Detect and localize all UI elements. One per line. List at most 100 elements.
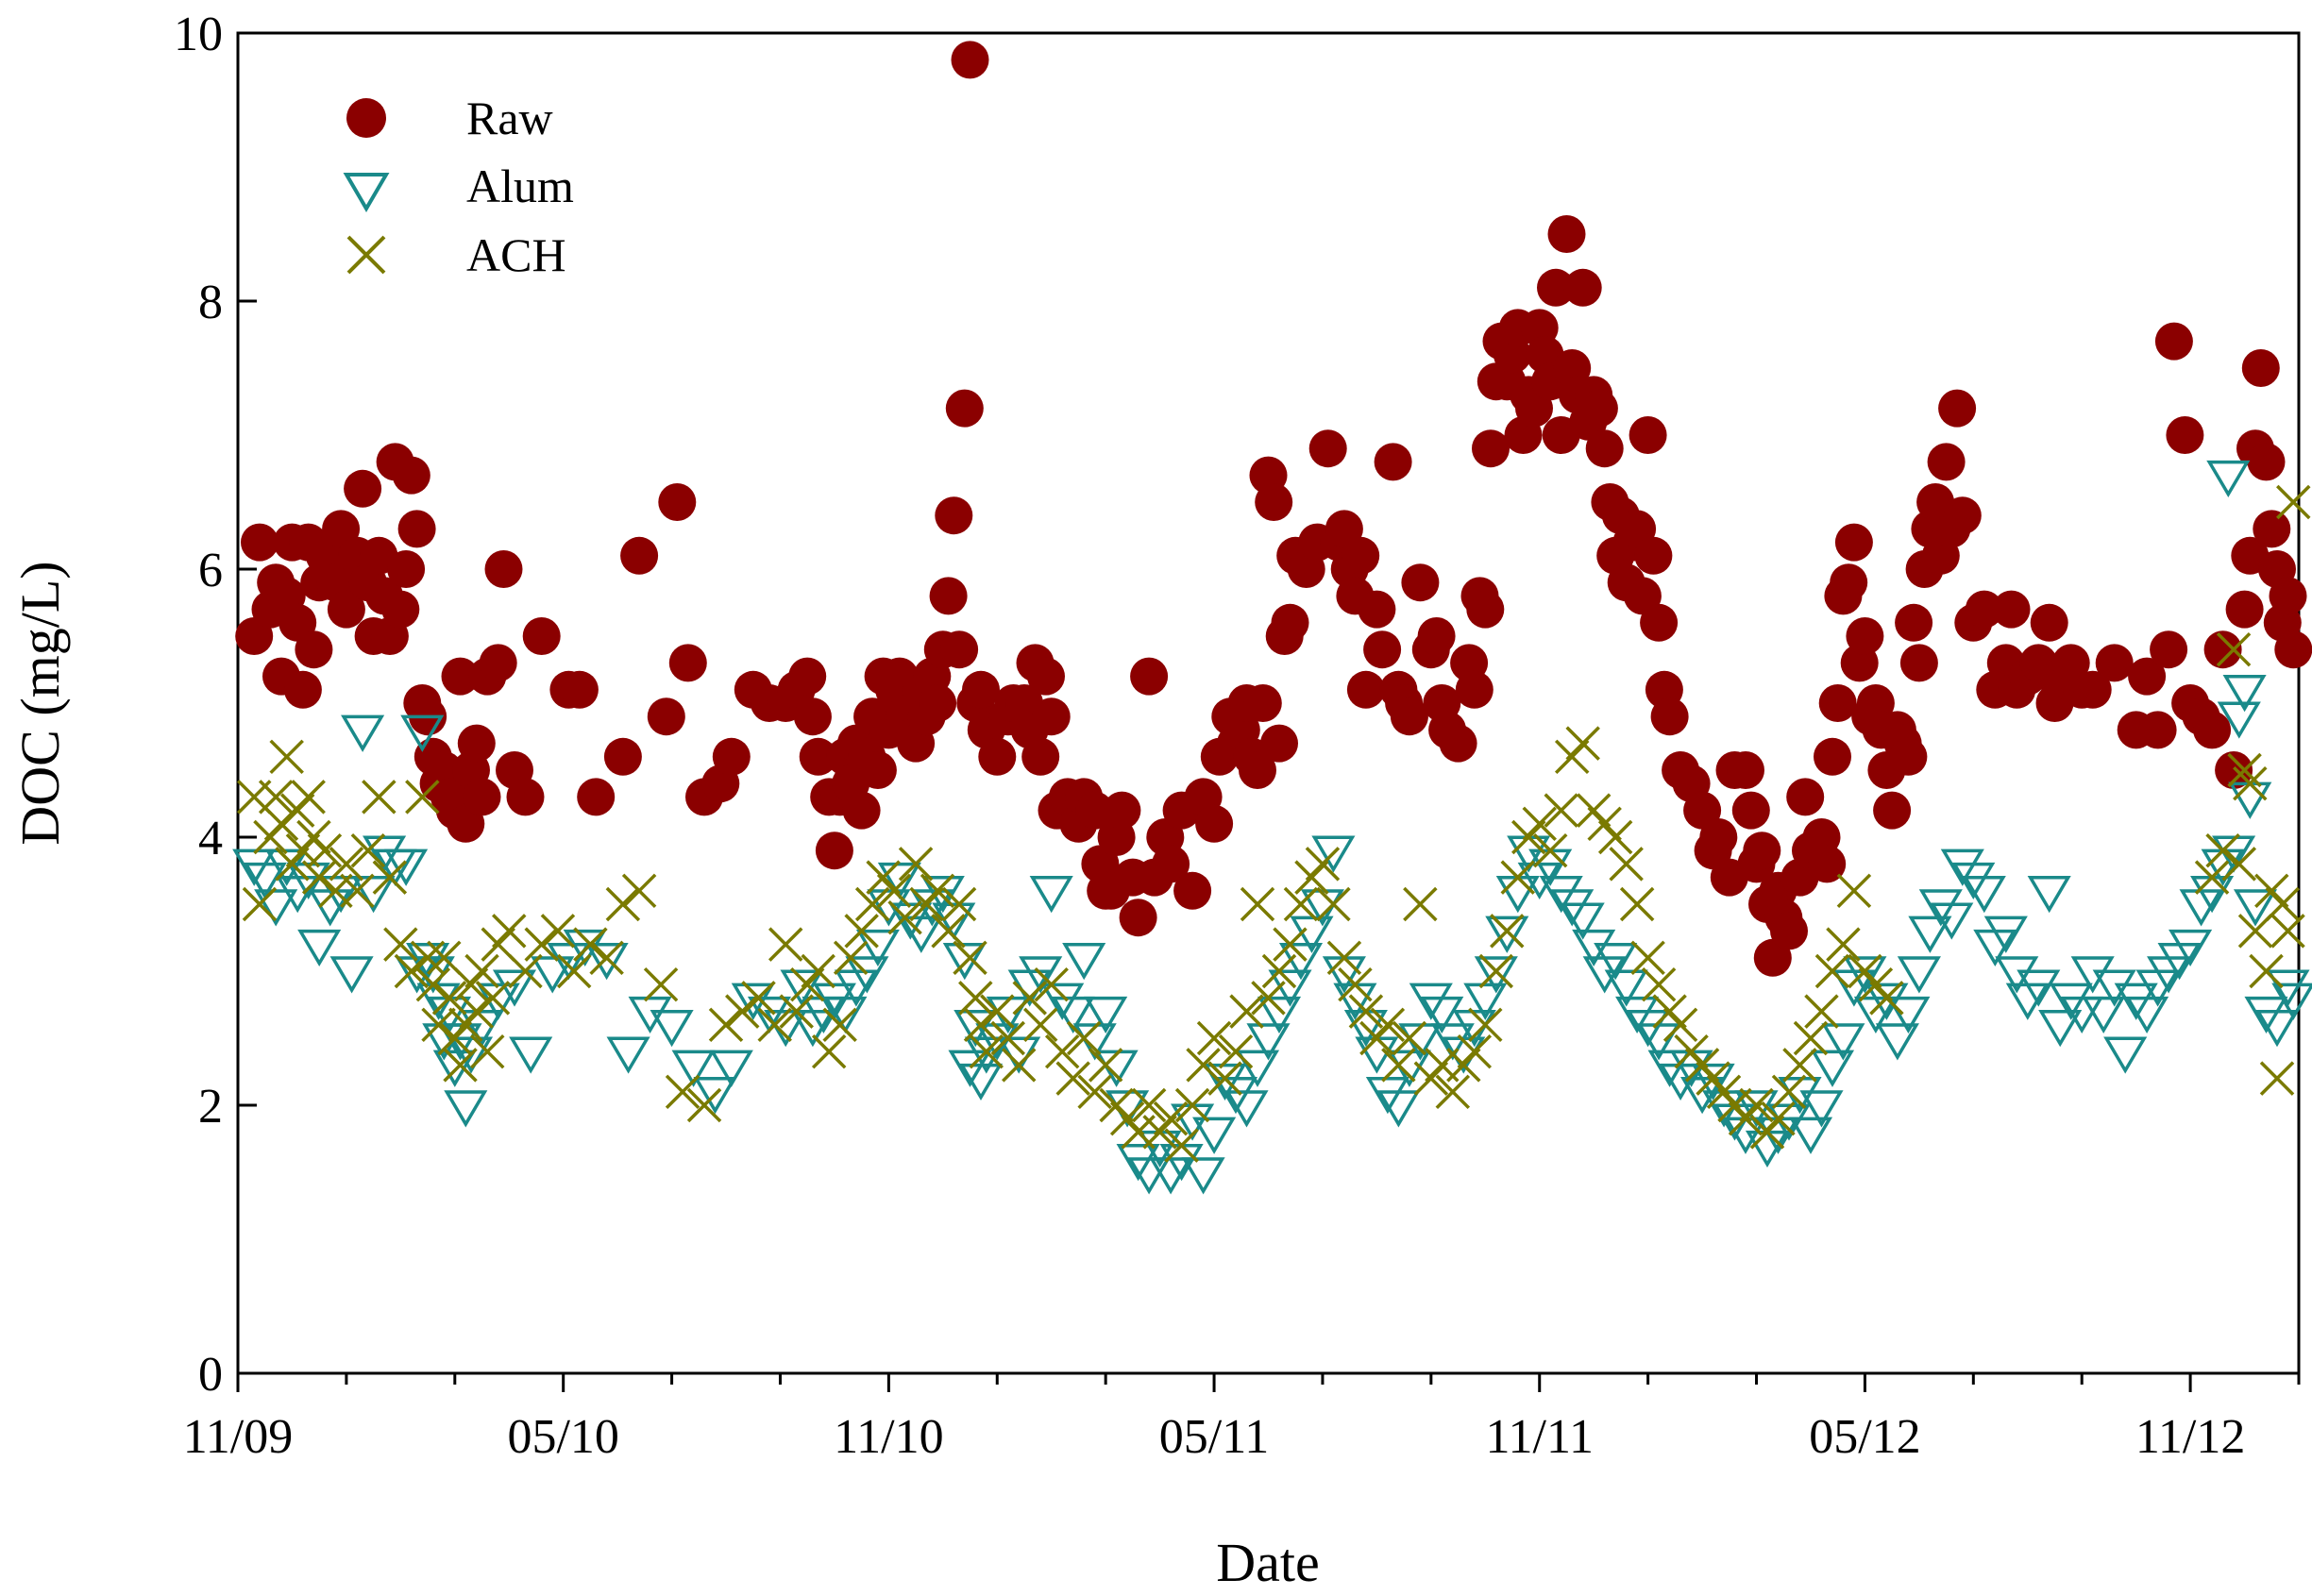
ach-point <box>1338 966 1373 1002</box>
alum-point <box>2217 701 2261 739</box>
ach-point <box>1609 847 1644 882</box>
ach-point <box>876 873 912 909</box>
ach-point <box>556 953 592 989</box>
raw-point <box>658 483 697 521</box>
ach-point <box>448 1007 483 1043</box>
ach-point <box>1836 873 1872 909</box>
alum-point <box>1062 943 1106 981</box>
raw-point <box>951 41 989 79</box>
ach-point <box>854 886 890 922</box>
ach-point <box>1186 1048 1221 1083</box>
ach-point <box>2259 1061 2295 1096</box>
ach-point <box>263 806 299 842</box>
ach-point <box>394 953 430 989</box>
ach-point <box>443 1048 478 1083</box>
ach-point <box>307 832 343 868</box>
raw-point <box>1808 845 1847 883</box>
raw-point <box>1358 590 1396 629</box>
ach-point <box>898 847 934 882</box>
raw-point <box>1965 590 2003 629</box>
alum-point <box>1637 1023 1681 1061</box>
ach-point <box>1826 927 1861 962</box>
raw-point <box>603 737 642 776</box>
alum-point <box>1311 835 1356 873</box>
alum-point <box>628 996 672 1034</box>
raw-point <box>1889 737 1928 776</box>
ach-point <box>1273 927 1308 962</box>
ach-point <box>1674 1033 1709 1069</box>
alum-point <box>406 943 450 981</box>
ach-point <box>1793 1020 1829 1056</box>
alum-point <box>709 1050 753 1087</box>
alum-point <box>1810 1050 1855 1087</box>
raw-point <box>344 469 382 508</box>
ach-point <box>1109 1100 1145 1136</box>
raw-point <box>2166 416 2204 454</box>
raw-point <box>2019 644 2058 682</box>
alum-point <box>812 983 856 1020</box>
ach-point <box>2265 886 2301 922</box>
legend: Raw Alum ACH <box>343 92 574 281</box>
raw-point <box>1927 443 1966 481</box>
alum-point <box>958 1063 1004 1101</box>
ach-point <box>1446 1048 1481 1083</box>
alum-point <box>1019 956 1063 994</box>
raw-point <box>392 456 430 495</box>
alum-point <box>2271 983 2312 1020</box>
ach-point <box>464 953 499 989</box>
raw-point <box>1731 791 1770 830</box>
raw-point <box>1629 416 1667 454</box>
ach-point <box>1359 1020 1394 1056</box>
alum-point <box>547 943 591 981</box>
x-tick-label: 05/11 <box>1159 1410 1270 1464</box>
ach-point <box>2254 873 2289 909</box>
ach-point <box>789 966 825 1002</box>
legend-item-alum: Alum <box>343 160 574 212</box>
raw-point <box>1563 268 1602 307</box>
ach-point <box>1174 1087 1210 1123</box>
raw-point <box>397 510 436 548</box>
alum-point <box>351 876 396 914</box>
alum-point <box>2266 969 2310 1007</box>
raw-point <box>1239 751 1276 789</box>
raw-point <box>2150 630 2188 669</box>
raw-point <box>945 389 984 428</box>
raw-point <box>1103 791 1141 830</box>
raw-point <box>1308 429 1347 468</box>
ach-point <box>1761 1100 1796 1136</box>
ach-point <box>415 966 451 1002</box>
ach-point <box>1305 847 1341 882</box>
x-tick-label: 05/12 <box>1809 1410 1920 1464</box>
raw-point <box>858 751 897 789</box>
legend-label-alum: Alum <box>466 160 574 212</box>
ach-point <box>1576 793 1612 828</box>
ach-point <box>431 981 467 1016</box>
ach-point <box>1153 1100 1189 1136</box>
alum-point <box>2017 969 2061 1007</box>
alum-point <box>1203 1063 1247 1101</box>
ach-point <box>1240 886 1275 922</box>
ach-point <box>801 953 835 989</box>
raw-point <box>799 737 837 776</box>
alum-point <box>1376 1090 1421 1128</box>
alum-point <box>1821 1023 1865 1061</box>
ach-point <box>1022 1007 1058 1043</box>
ach-point <box>1370 1007 1406 1043</box>
ach-point <box>383 927 418 962</box>
raw-point <box>620 536 659 575</box>
alum-point <box>448 1036 494 1074</box>
raw-point <box>978 737 1017 776</box>
alum-point <box>1485 916 1529 953</box>
ach-point <box>2249 953 2284 989</box>
raw-point <box>1021 737 1060 776</box>
alum-point <box>1029 876 1073 914</box>
raw-point <box>1846 617 1884 655</box>
raw-point <box>522 617 561 655</box>
raw-point <box>1346 670 1385 709</box>
raw-point <box>2241 349 2280 387</box>
ach-point <box>779 994 814 1029</box>
ach-point <box>1544 793 1578 828</box>
ach-point <box>2270 914 2305 949</box>
ach-point <box>844 914 879 949</box>
ach-point <box>1565 726 1600 761</box>
